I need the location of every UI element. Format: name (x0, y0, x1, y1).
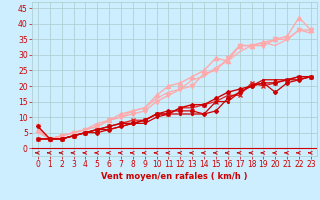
X-axis label: Vent moyen/en rafales ( km/h ): Vent moyen/en rafales ( km/h ) (101, 172, 248, 181)
